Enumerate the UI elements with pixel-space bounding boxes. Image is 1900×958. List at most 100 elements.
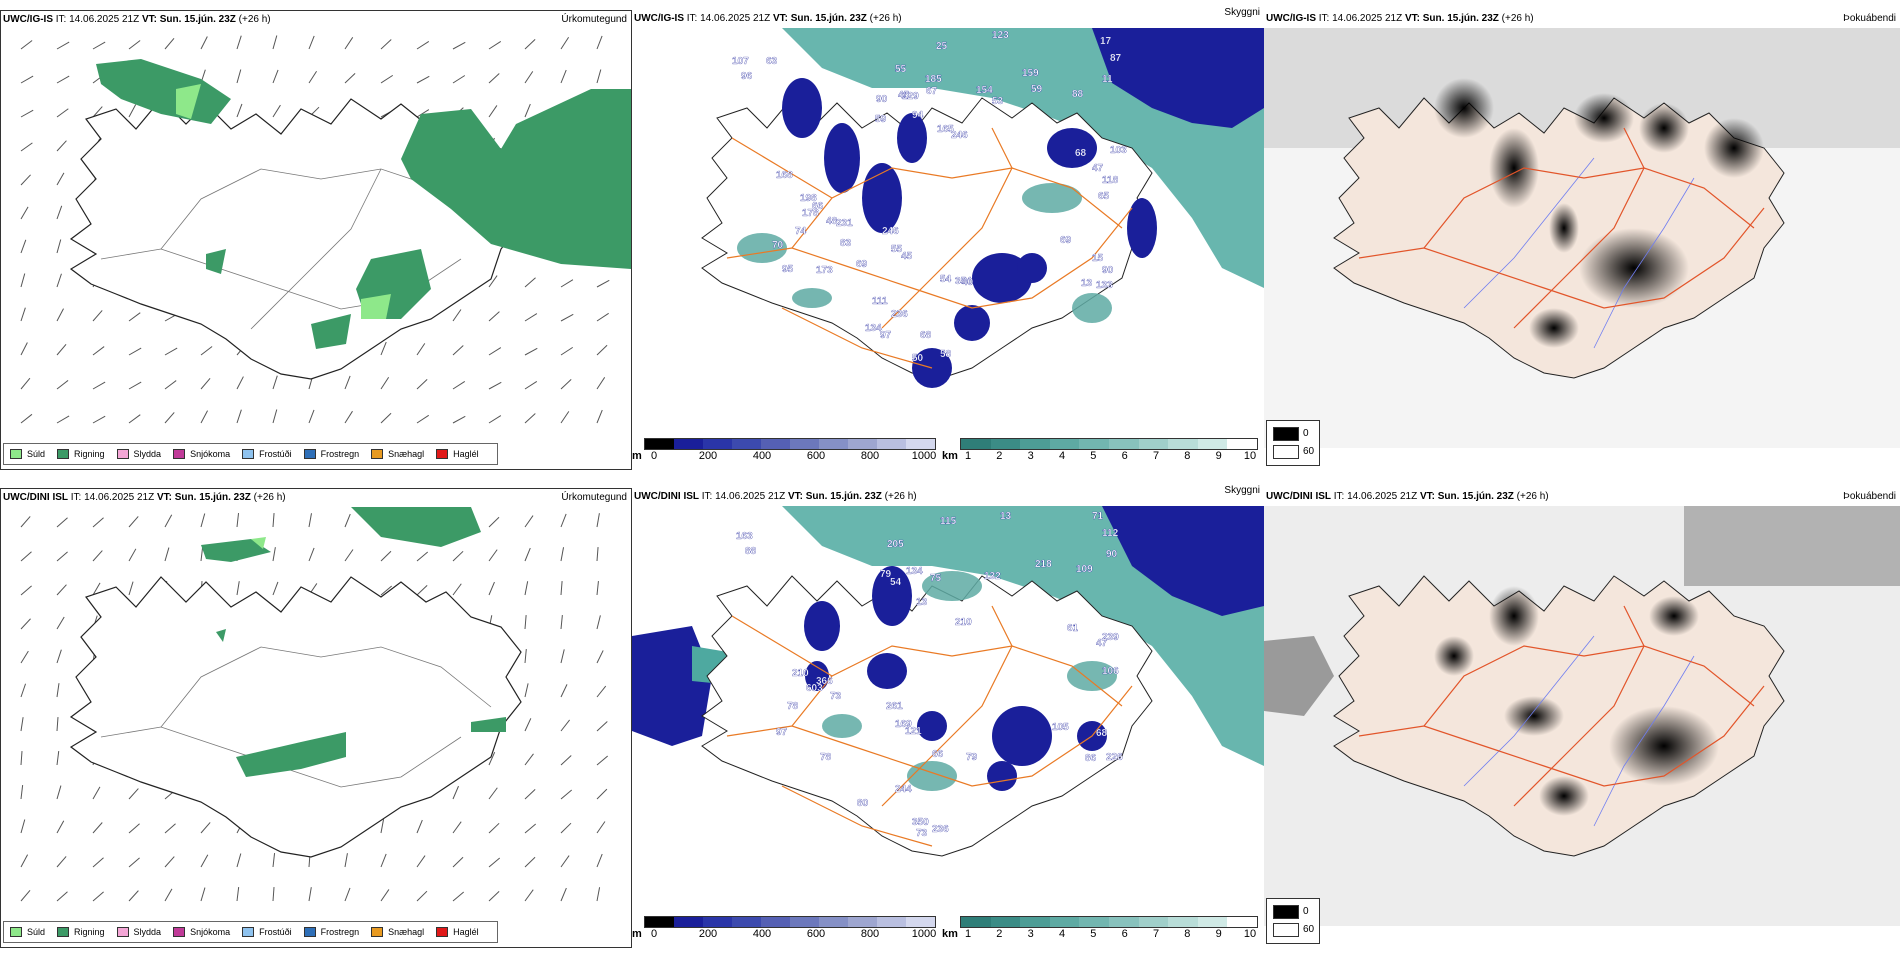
panel-header: UWC/IG-IS IT: 14.06.2025 21Z VT: Sun. 15… — [1264, 10, 1900, 28]
wind-barb — [416, 855, 426, 868]
cloud-base-value-label: 69 — [856, 259, 868, 270]
wind-barb — [344, 375, 351, 390]
cloud-base-value-label: 59 — [875, 114, 887, 125]
wind-barb — [416, 109, 430, 118]
colorbar-swatch — [732, 439, 761, 449]
init-time: 14.06.2025 21Z — [1332, 13, 1403, 24]
colorbar-tick-label: 400 — [752, 450, 772, 462]
cloud-base-value-label: 231 — [836, 218, 853, 229]
cloud-base-value-label: 79 — [880, 569, 892, 580]
panel-header: UWC/DINI ISL IT: 14.06.2025 21Z VT: Sun.… — [632, 485, 1264, 506]
wind-barb — [20, 889, 31, 902]
cloud-base-value-label: 107 — [732, 56, 749, 67]
wind-barb — [92, 891, 104, 902]
wind-barb — [308, 547, 315, 562]
wind-barb — [560, 313, 574, 322]
colorbar-swatch — [674, 439, 703, 449]
cloud-base-value-label: 88 — [1072, 89, 1084, 100]
wind-barb — [416, 343, 426, 356]
cloud-base-bar — [644, 438, 936, 450]
colorbar-swatch — [1020, 439, 1050, 449]
wind-barb — [20, 40, 33, 50]
colorbar-tick-label: 6 — [1121, 450, 1128, 462]
cloud-base-value-label: 66 — [812, 201, 824, 212]
wind-barb — [380, 341, 387, 356]
colorbar-swatch — [877, 917, 906, 927]
wind-barb — [452, 345, 464, 356]
lead-time: (+26 h) — [1501, 13, 1534, 24]
valid-time: Sun. 15.jún. 23Z — [790, 13, 867, 24]
wind-barb — [524, 103, 531, 118]
wind-barb — [164, 823, 176, 834]
panel-title: Þokuábendi — [1843, 13, 1896, 24]
cloud-base-value-label: 13 — [1000, 511, 1012, 522]
wind-barb — [416, 379, 428, 390]
colorbar-swatch — [1079, 917, 1109, 927]
wind-barb — [236, 513, 240, 528]
colorbar-swatch — [1227, 439, 1257, 449]
wind-barb — [20, 650, 29, 664]
wind-barb — [524, 789, 536, 800]
cloud-base-value-label: 244 — [895, 784, 912, 795]
wind-barb — [380, 412, 392, 424]
wind-barb — [560, 855, 570, 868]
colorbar-tick-label: 8 — [1184, 928, 1191, 940]
colorbar-tick-label: 10 — [1243, 928, 1257, 940]
wind-barb — [20, 174, 31, 186]
cloud-base-value-label: 109 — [1076, 564, 1093, 575]
wind-barb — [56, 751, 60, 766]
wind-barb — [560, 279, 574, 288]
wind-barb — [56, 108, 69, 118]
legend-item-frostudi: Frostúði — [242, 449, 292, 459]
colorbar-tick-label: 9 — [1215, 928, 1222, 940]
model-name: UWC/DINI ISL — [3, 492, 68, 503]
wind-barb — [524, 38, 536, 50]
cloud-base-value-label: 105 — [1052, 722, 1069, 733]
legend-item-haglel: Haglél — [436, 927, 479, 937]
wind-barb — [20, 109, 34, 118]
legend-item-frostregn: Frostregn — [303, 927, 359, 937]
wind-barb — [524, 683, 529, 698]
init-time: 14.06.2025 21Z — [715, 491, 786, 502]
wind-barb — [236, 376, 244, 390]
colorbar-swatch — [961, 439, 991, 449]
legend-item-sudl: Súld — [10, 927, 45, 937]
colorbar-tick-label: 800 — [860, 450, 880, 462]
wind-barb — [56, 716, 59, 732]
valid-time: Sun. 15.jún. 23Z — [1422, 13, 1499, 24]
cloud-base-value-label: 178 — [802, 208, 819, 219]
colorbar-tick-label: 800 — [860, 928, 880, 940]
wind-barb — [56, 273, 62, 288]
wind-barb — [56, 683, 60, 698]
wind-barb — [524, 856, 536, 868]
wind-barb — [344, 513, 351, 528]
wind-barb — [560, 346, 574, 356]
model-row-ig-is: UWC/IG-IS IT: 14.06.2025 21Z VT: Sun. 15… — [0, 7, 1900, 480]
wind-barb — [56, 517, 68, 528]
wind-barb — [308, 513, 312, 528]
cloud-base-value-label: 45 — [901, 251, 913, 262]
wind-barb — [236, 409, 242, 424]
wind-barb — [488, 347, 502, 356]
wind-barb — [452, 550, 464, 562]
colorbar-swatch — [761, 917, 790, 927]
wind-barb — [92, 582, 101, 596]
wind-barb — [596, 344, 608, 356]
wind-barb — [524, 615, 527, 630]
colorbar-tick-label: 7 — [1152, 928, 1160, 940]
wind-barb — [560, 789, 573, 800]
model-name: UWC/DINI ISL — [1266, 491, 1331, 502]
cloud-visibility-panel: UWC/IG-IS IT: 14.06.2025 21Z VT: Sun. 15… — [632, 7, 1264, 470]
init-time: 14.06.2025 21Z — [84, 492, 155, 503]
wind-barb — [488, 381, 502, 390]
wind-barb — [20, 206, 29, 220]
wind-barb — [560, 379, 572, 390]
wind-barb — [92, 786, 101, 800]
legend-item-snaehagl: Snæhagl — [371, 449, 424, 459]
colorbar-swatch — [877, 439, 906, 449]
wind-barb — [236, 853, 242, 868]
wind-barb — [56, 380, 69, 390]
wind-barb — [92, 822, 103, 834]
wind-barb — [488, 890, 500, 902]
cloud-base-value-label: 47 — [1092, 163, 1104, 174]
